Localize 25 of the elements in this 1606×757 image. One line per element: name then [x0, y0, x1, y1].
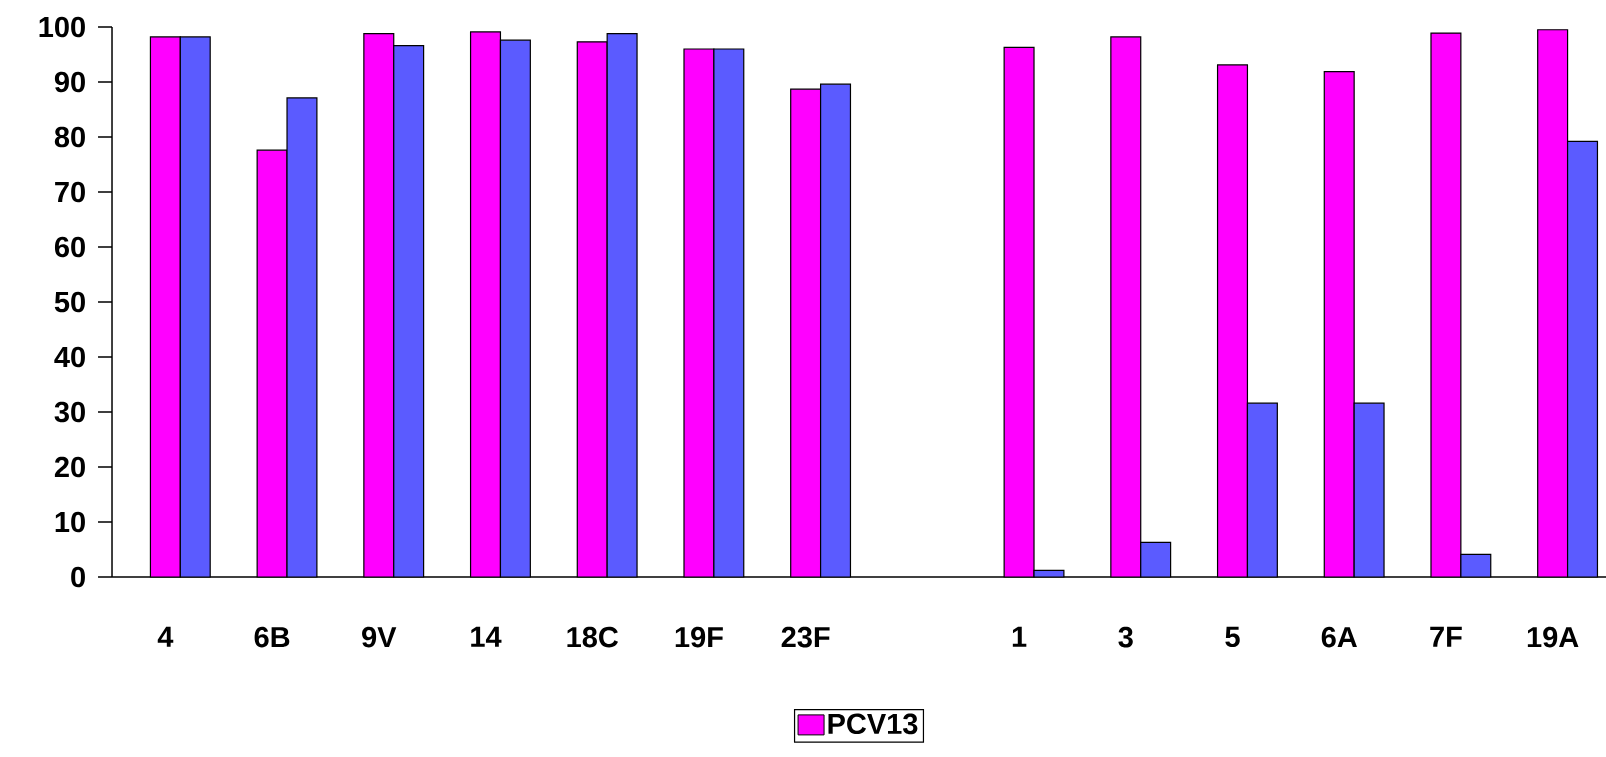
y-tick-label: 30 — [54, 401, 85, 423]
x-tick-label: 3 — [1118, 626, 1133, 648]
x-tick-label: 6A — [1321, 626, 1357, 648]
legend-label: PCV13 — [828, 713, 918, 735]
y-tick-label: 60 — [54, 236, 85, 258]
x-tick-label: 5 — [1225, 626, 1240, 648]
y-tick-label: 100 — [39, 16, 85, 38]
x-tick-label: 23F — [781, 626, 830, 648]
x-tick-label: 4 — [157, 626, 174, 647]
y-tick-label: 20 — [54, 456, 85, 478]
y-tick-label: 70 — [55, 181, 85, 203]
y-tick-label: 0 — [71, 566, 85, 588]
x-tick-label: 9V — [362, 626, 397, 648]
x-tick-label: 18C — [567, 626, 619, 648]
x-tick-label: 7F — [1430, 626, 1462, 647]
x-tick-label: 1 — [1012, 626, 1027, 647]
y-tick-label: 90 — [54, 71, 85, 93]
y-tick-label: 10 — [55, 511, 85, 533]
x-tick-label: 19F — [675, 626, 723, 648]
y-tick-label: 80 — [54, 126, 85, 148]
x-tick-label: 6B — [254, 626, 290, 648]
y-tick-label: 50 — [54, 291, 85, 313]
y-tick-label: 40 — [54, 346, 85, 368]
x-tick-label: 14 — [471, 626, 502, 647]
x-tick-label: 19A — [1527, 626, 1579, 648]
